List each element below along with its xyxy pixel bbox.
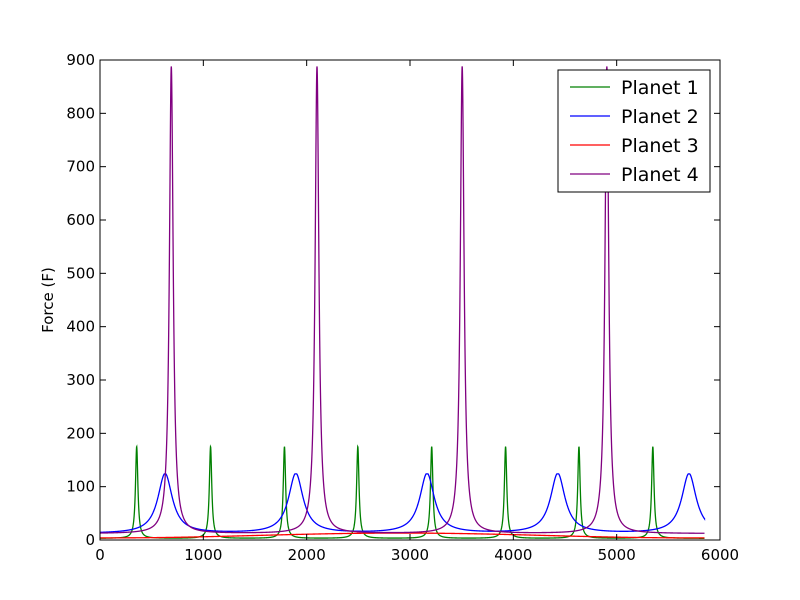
y-tick-label: 0 [85, 531, 95, 549]
legend-label: Planet 1 [621, 77, 699, 99]
y-axis-label: Force (F) [39, 267, 57, 333]
legend: Planet 1 Planet 2 Planet 3 Planet 4 [557, 69, 711, 193]
y-tick-label: 400 [66, 318, 95, 336]
axis-ticks: 0 1000 2000 3000 4000 5000 6000 0 100 200 300 400 50… [66, 51, 739, 564]
x-tick-label: 4000 [494, 546, 532, 564]
legend-label: Planet 2 [621, 106, 699, 128]
y-tick-label: 800 [66, 104, 95, 122]
legend-box [557, 69, 711, 193]
legend-label: Planet 4 [621, 164, 699, 186]
x-tick-label: 2000 [288, 546, 326, 564]
y-tick-label: 700 [66, 158, 95, 176]
x-tick-label: 5000 [598, 546, 636, 564]
x-tick-label: 0 [95, 546, 105, 564]
y-tick-label: 600 [66, 211, 95, 229]
x-tick-label: 3000 [391, 546, 429, 564]
x-tick-label: 6000 [701, 546, 739, 564]
plot-lines [99, 66, 706, 539]
series-line-2 [100, 473, 706, 533]
y-tick-label: 500 [66, 264, 95, 282]
legend-label: Planet 3 [621, 135, 699, 157]
x-tick-label: 1000 [184, 546, 222, 564]
y-tick-label: 300 [66, 371, 95, 389]
y-tick-label: 100 [66, 478, 95, 496]
series-line-4 [99, 66, 705, 534]
y-tick-label: 200 [66, 424, 95, 442]
y-tick-label: 900 [66, 51, 95, 69]
